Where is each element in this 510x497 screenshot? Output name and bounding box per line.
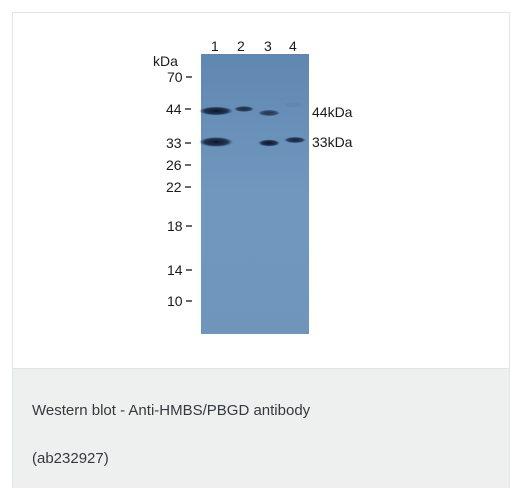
units-label: kDa	[153, 53, 178, 69]
lane-label: 2	[237, 38, 245, 54]
band-label: 44kDa	[312, 104, 353, 120]
caption-product-code: (ab232927)	[32, 450, 109, 467]
ladder-label: 26	[166, 157, 182, 173]
ladder-label: 18	[167, 218, 183, 234]
blot-image: kDa 1 2 3 4 70 44 33 26 22 18 14 10	[13, 13, 509, 368]
bands-33kda	[199, 136, 306, 147]
western-blot-figure: kDa 1 2 3 4 70 44 33 26 22 18 14 10	[13, 13, 509, 368]
lane-label: 1	[211, 38, 219, 54]
ladder-label: 44	[166, 101, 182, 117]
lane-label: 3	[264, 38, 272, 54]
band-label: 33kDa	[312, 134, 353, 150]
figure-card: kDa 1 2 3 4 70 44 33 26 22 18 14 10	[12, 12, 510, 488]
ladder-label: 70	[167, 69, 183, 85]
ladder-label: 10	[167, 293, 183, 309]
bands-44kda	[199, 102, 301, 117]
blot-membrane	[201, 54, 309, 334]
caption: Western blot - Anti-HMBS/PBGD antibody (…	[13, 368, 509, 488]
ladder-label: 22	[166, 179, 182, 195]
ladder-label: 14	[167, 262, 183, 278]
caption-title: Western blot - Anti-HMBS/PBGD antibody	[32, 402, 311, 419]
lane-label: 4	[289, 38, 297, 54]
ladder-label: 33	[166, 135, 182, 151]
